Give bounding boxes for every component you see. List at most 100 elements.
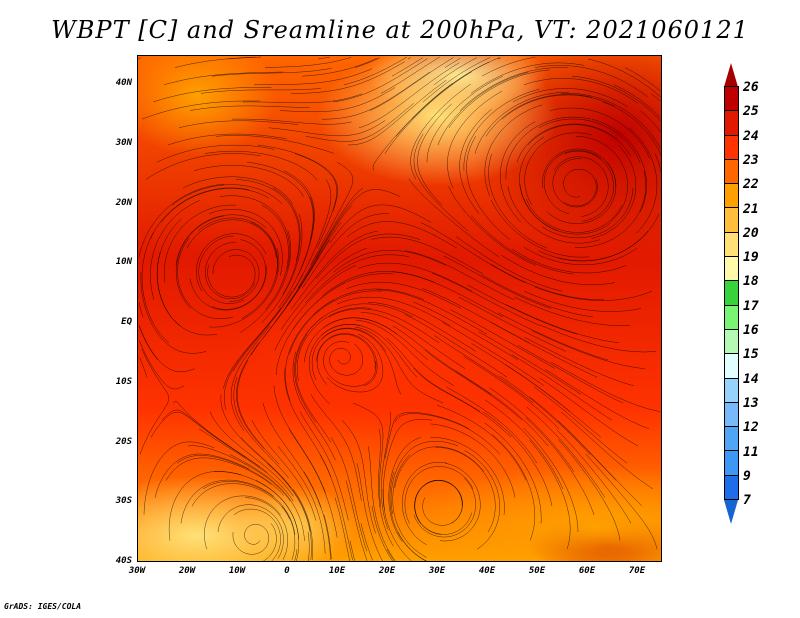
streamline xyxy=(152,87,272,103)
streamline xyxy=(240,230,291,333)
streamline xyxy=(543,150,602,215)
lon-label: 20W xyxy=(178,566,196,576)
streamline xyxy=(356,463,383,561)
streamline xyxy=(346,221,458,249)
streamline xyxy=(138,302,144,318)
colorbar-label: 7 xyxy=(743,493,751,509)
streamline xyxy=(140,272,207,354)
streamline xyxy=(346,281,462,309)
streamline xyxy=(321,328,402,395)
streamline xyxy=(384,71,472,154)
streamline xyxy=(512,88,628,107)
streamline xyxy=(481,274,594,318)
streamline xyxy=(301,213,390,289)
streamline xyxy=(254,68,373,86)
streamline xyxy=(505,364,602,438)
colorbar-label: 20 xyxy=(743,225,759,241)
lon-label: 40E xyxy=(478,566,496,576)
streamline xyxy=(371,506,393,561)
streamline xyxy=(317,56,330,60)
streamline xyxy=(237,359,280,465)
streamline xyxy=(354,57,381,68)
streamline xyxy=(251,420,317,521)
streamline xyxy=(417,103,452,206)
streamline xyxy=(386,337,481,412)
streamline xyxy=(334,497,350,561)
colorbar-label: 15 xyxy=(743,347,759,363)
streamline xyxy=(283,170,315,276)
streamline xyxy=(464,450,501,550)
streamline xyxy=(301,57,378,77)
streamline xyxy=(552,158,598,208)
colorbar-segment xyxy=(724,450,739,476)
streamline xyxy=(219,195,290,270)
streamline xyxy=(322,271,436,296)
streamline xyxy=(261,213,303,323)
streamline xyxy=(198,235,245,304)
streamline xyxy=(534,386,628,464)
lat-label: 20N xyxy=(115,197,132,208)
colorbar-segment xyxy=(724,158,739,185)
streamline xyxy=(490,321,598,378)
streamline xyxy=(442,321,545,387)
streamline xyxy=(505,116,591,180)
streamline xyxy=(392,454,427,558)
streamline xyxy=(560,411,654,490)
streamline xyxy=(200,88,321,94)
streamline xyxy=(205,241,256,300)
colorbar-segment xyxy=(724,474,739,501)
streamline xyxy=(329,204,432,244)
streamline xyxy=(514,296,631,327)
streamline xyxy=(280,247,368,330)
streamline xyxy=(196,233,267,292)
streamline xyxy=(433,57,478,85)
streamline xyxy=(424,349,523,421)
streamline xyxy=(345,480,368,561)
colorbar-label: 13 xyxy=(743,395,759,411)
streamline xyxy=(358,262,473,292)
streamline xyxy=(316,334,376,385)
streamline xyxy=(349,540,355,561)
lon-label: 60E xyxy=(578,566,596,576)
streamline xyxy=(411,57,500,120)
streamline xyxy=(392,271,504,318)
streamline xyxy=(305,103,414,142)
streamline xyxy=(139,340,185,390)
streamline xyxy=(281,506,296,560)
streamline xyxy=(209,248,280,328)
streamline xyxy=(139,348,170,455)
streamline xyxy=(437,72,529,146)
streamline xyxy=(212,249,260,302)
streamline xyxy=(624,67,661,91)
streamline xyxy=(367,302,477,352)
streamline xyxy=(227,56,261,60)
streamline xyxy=(564,150,614,222)
streamline xyxy=(433,335,534,404)
streamline xyxy=(534,65,648,98)
streamline xyxy=(378,428,394,547)
streamline xyxy=(404,250,515,301)
colorbar-label: 17 xyxy=(743,298,759,314)
streamline xyxy=(436,404,527,481)
lat-label: 30S xyxy=(115,496,132,507)
streamline xyxy=(279,87,396,113)
streamline xyxy=(489,387,575,472)
streamline xyxy=(274,265,357,351)
streamline xyxy=(236,342,265,450)
streamline xyxy=(602,101,661,156)
streamline xyxy=(326,333,384,393)
streamline xyxy=(204,495,281,550)
streamline xyxy=(285,299,335,401)
streamline xyxy=(410,83,471,180)
streamline xyxy=(138,324,196,373)
streamline xyxy=(443,255,552,309)
streamline xyxy=(484,104,543,197)
streamline xyxy=(557,420,643,507)
streamline xyxy=(404,314,508,378)
streamline xyxy=(376,289,488,335)
colorbar-segment xyxy=(724,377,739,403)
streamline xyxy=(328,308,440,344)
streamline xyxy=(628,127,658,234)
streamline xyxy=(175,214,267,266)
